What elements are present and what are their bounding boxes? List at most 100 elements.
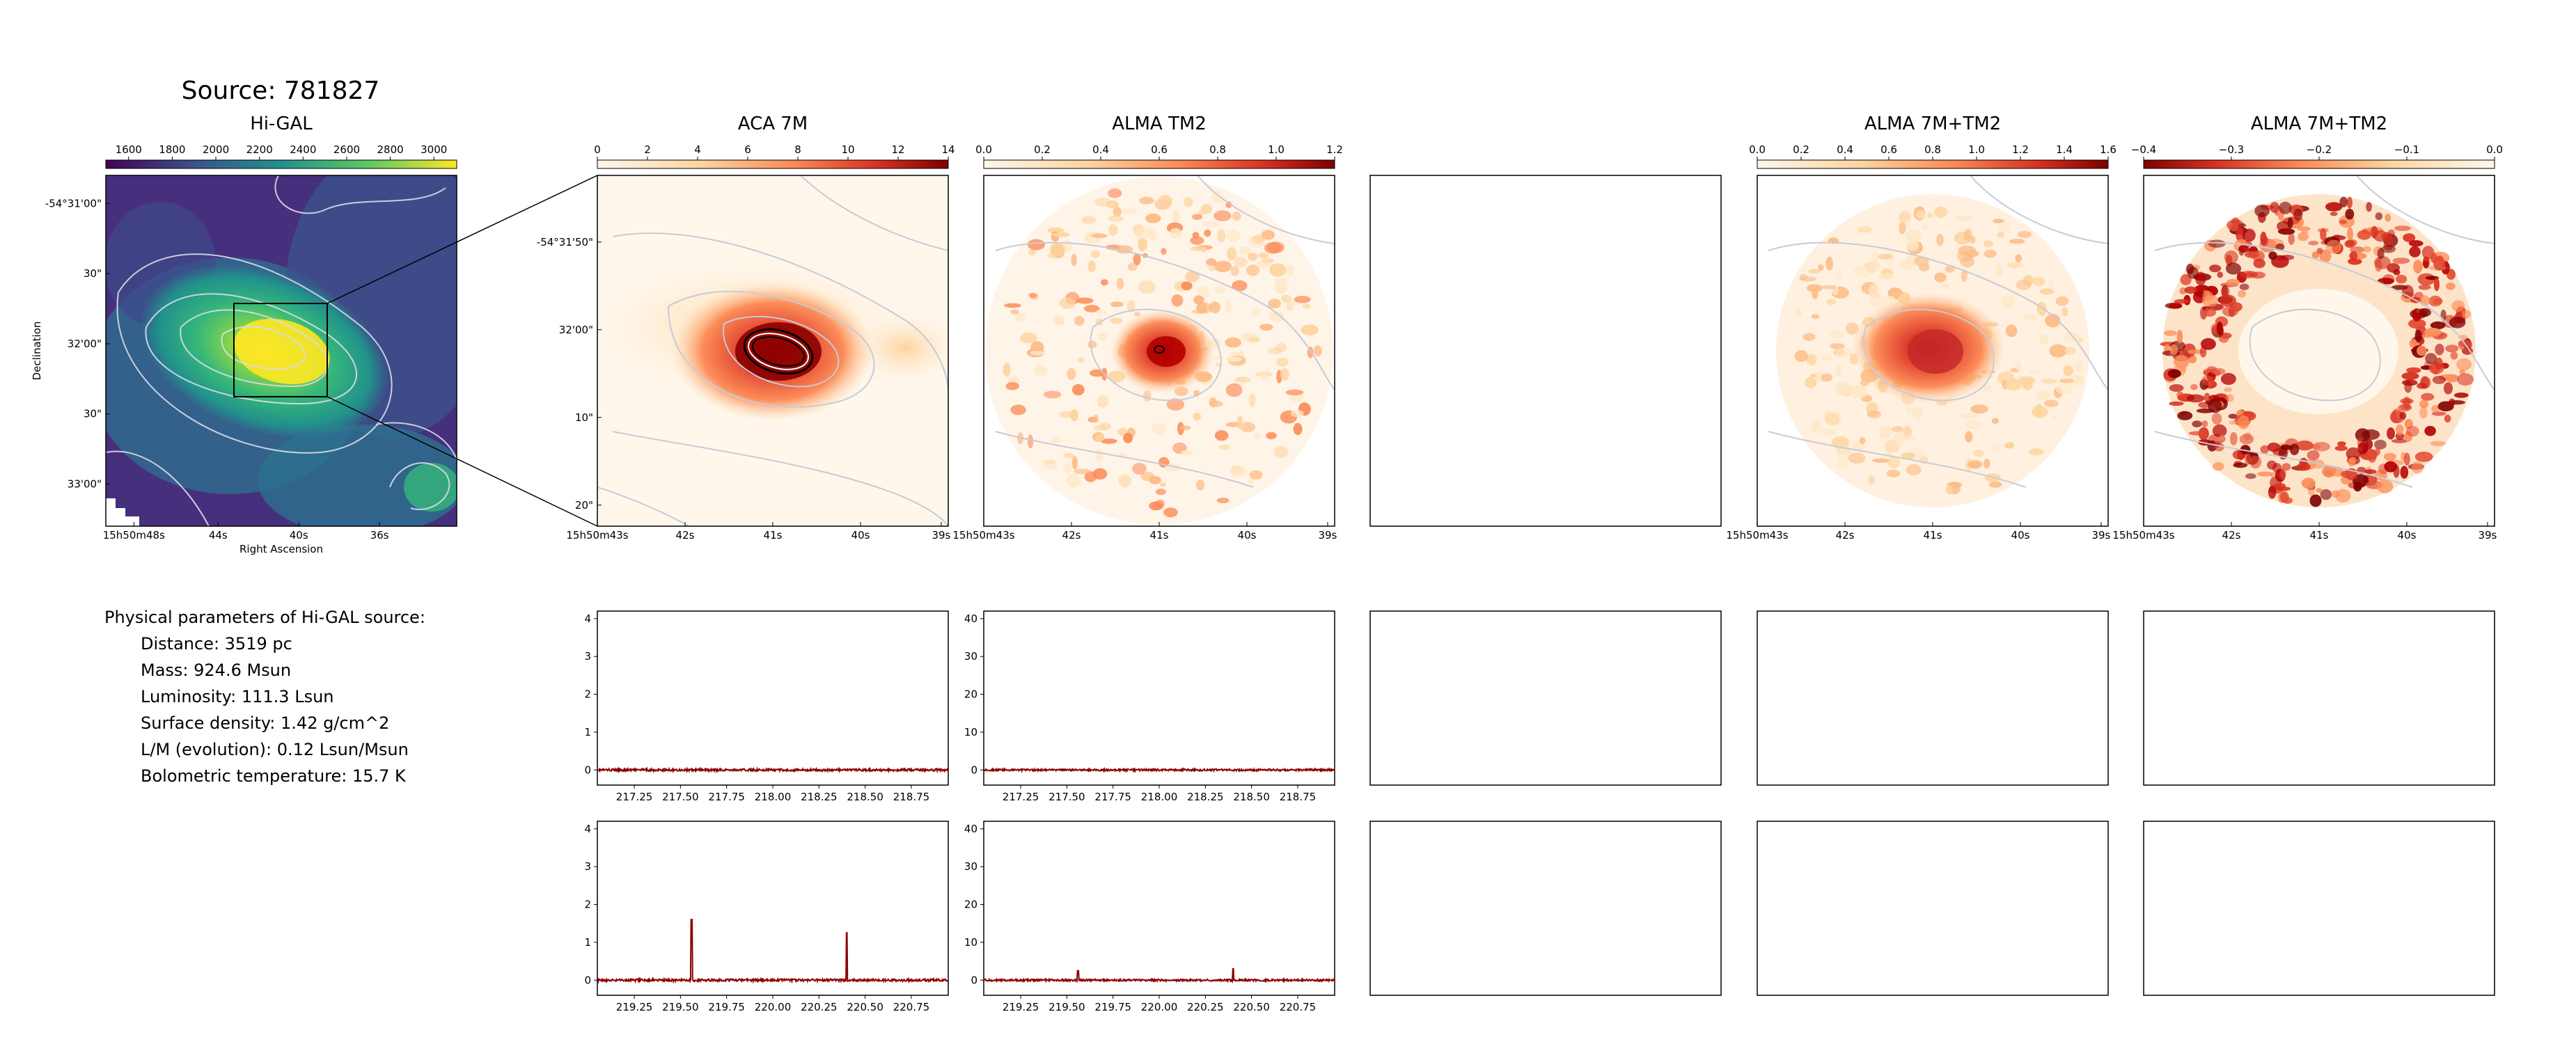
noise-blob [1116,278,1124,290]
noise-blob [2374,448,2381,456]
almatm2-title: ALMA TM2 [1112,113,1207,134]
noise-blob [1973,449,1984,457]
noise-blob [1249,393,1256,408]
noise-blob [2226,394,2234,402]
noise-blob [2287,217,2293,229]
higal-frame [105,175,457,527]
noise-blob [1149,501,1163,511]
noise-blob [2403,233,2416,242]
higal-colorbar [105,159,457,169]
combined-title: ALMA 7M+TM2 [1864,113,2001,134]
physical-line: Bolometric temperature: 15.7 K [141,766,406,786]
noise-blob [2433,257,2446,271]
ra-tick-label: 15h50m43s [566,529,628,541]
noise-blob [2267,460,2277,470]
ra-tick-label: 41s [1924,529,1942,541]
noise-blob [2366,202,2373,212]
noise-blob [2396,424,2404,436]
noise-blob [2208,239,2226,248]
noise-blob [2337,441,2346,447]
noise-blob [2169,344,2178,356]
empty-spectrum-panel [1757,610,2109,786]
spectrum-line [597,766,949,774]
noise-blob [1269,311,1285,322]
noise-blob [2249,455,2262,469]
noise-blob [2007,441,2015,449]
ra-tick-label: 42s [2222,529,2241,541]
y-tick-label: 0 [584,764,591,776]
noise-blob [2316,488,2323,493]
noise-blob [1204,229,1211,237]
noise-blob [2228,413,2238,419]
noise-blob [2316,248,2323,254]
noise-blob [1180,450,1193,456]
combined-neg-colorbar [2143,159,2495,169]
noise-blob [1234,377,1251,383]
physical-line: Mass: 924.6 Msun [141,661,292,680]
noise-blob [1063,452,1075,459]
noise-blob [2268,486,2277,499]
noise-blob [2253,258,2265,269]
noise-blob [1905,219,1912,226]
noise-blob [1081,216,1097,224]
noise-blob [1047,253,1065,259]
noise-blob [2268,251,2277,260]
noise-blob [1005,381,1020,390]
aca7m-colorbar-ticks: 0 2 4 6 8 10 12 14 [594,143,955,160]
noise-blob [2219,294,2236,307]
noise-blob [1906,464,1922,476]
noise-blob [1042,459,1058,470]
noise-blob [1185,271,1200,283]
colorbar-tick-label: 14 [941,143,955,156]
dec-tick-label: 10" [575,411,593,424]
ra-tick-label: 15h50m43s [952,529,1014,541]
noise-blob [1127,262,1138,271]
noise-blob [2392,258,2410,264]
noise-blob [2225,262,2242,275]
noise-blob [2039,288,2055,295]
combined-neg-ra-ticks: 15h50m43s 42s 41s 40s 39s [2112,522,2497,541]
noise-blob [2309,494,2322,507]
noise-blob [2049,344,2067,358]
noise-blob [2353,482,2362,492]
noise-blob [1314,345,1322,357]
noise-blob [1066,473,1081,487]
noise-blob [1829,330,1844,338]
noise-blob [2340,470,2357,479]
colorbar-tick-label: −0.1 [2394,143,2419,156]
noise-blob [1076,297,1094,304]
noise-blob [2224,387,2233,392]
noise-blob [2445,283,2456,290]
y-tick-label: 30 [964,860,977,873]
combined-neg-colorbar-ticks: −0.4 −0.3 −0.2 −0.1 0.0 [2131,143,2503,160]
combined-neg-contours [2154,175,2495,488]
noise-blob [2209,264,2222,273]
noise-blob [1240,422,1256,433]
higal-contours [106,175,457,526]
noise-blob [1078,357,1085,363]
noise-blob [1214,285,1225,294]
ra-tick-label: 39s [932,529,950,541]
noise-blob [1030,341,1044,354]
noise-blob [2418,284,2431,290]
noise-blob [1191,246,1207,251]
noise-blob [1990,443,2001,454]
noise-blob [1163,507,1178,518]
noise-blob [2435,343,2444,356]
noise-blob [2357,230,2371,240]
x-tick-label: 220.25 [801,1001,838,1013]
physical-line: Surface density: 1.42 g/cm^2 [141,713,390,733]
noise-blob [1135,229,1149,239]
noise-blob [1249,470,1263,480]
noise-blob [2430,441,2446,447]
colorbar-tick-label: 1.0 [1968,143,1985,156]
noise-blob [2430,321,2446,329]
noise-blob [1258,253,1269,259]
noise-blob [1071,456,1078,470]
noise-blob [1266,432,1277,440]
noise-blob [1877,274,1895,280]
noise-blob [2208,399,2222,413]
noise-blob [2045,314,2061,328]
spectrum-aca7m-spw1: 217.25 217.50 217.75 218.00 218.25 218.50 218.… [584,610,949,803]
noise-blob [1184,197,1193,207]
